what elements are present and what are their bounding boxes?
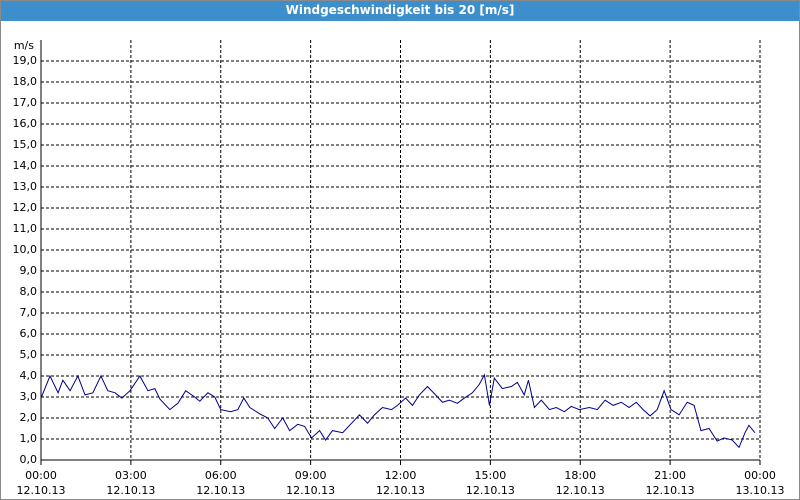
series-line [40, 373, 756, 449]
y-tick-label: 6,0 [20, 327, 38, 340]
y-tick-label: 1,0 [20, 432, 38, 445]
y-tick-label: 7,0 [20, 306, 38, 319]
x-tick-label: 03:00 12.10.13 [106, 469, 156, 497]
y-tick-label: 2,0 [20, 411, 38, 424]
x-tick-label: 21:00 12.10.13 [645, 469, 695, 497]
y-tick-label: 5,0 [20, 348, 38, 361]
y-tick-label: 17,0 [13, 96, 38, 109]
chart-title: Windgeschwindigkeit bis 20 [m/s] [0, 0, 800, 21]
y-tick-label: 18,0 [13, 75, 38, 88]
x-tick-label: 15:00 12.10.13 [465, 469, 515, 497]
y-tick-label: 13,0 [13, 180, 38, 193]
x-tick-label: 00:00 13.10.13 [735, 469, 785, 497]
y-tick-label: 4,0 [20, 369, 38, 382]
x-tick-label: 12:00 12.10.13 [376, 469, 425, 497]
y-tick-label: 15,0 [13, 138, 38, 151]
y-tick-label: 3,0 [20, 390, 38, 403]
x-tick-label: 00:00 12.10.13 [16, 469, 66, 497]
y-tick-label: 8,0 [20, 285, 38, 298]
y-tick-label: 12,0 [13, 201, 38, 214]
x-tick-label: 06:00 12.10.13 [196, 469, 246, 497]
y-tick-label: 11,0 [13, 222, 38, 235]
y-tick-label: 14,0 [13, 159, 38, 172]
y-tick-label: 0,0 [20, 453, 38, 466]
x-tick-label: 09:00 12.10.13 [286, 469, 336, 497]
y-tick-label: 19,0 [13, 54, 38, 67]
y-tick-label: 9,0 [20, 264, 38, 277]
y-tick-label: 10,0 [13, 243, 38, 256]
x-tick-label: 18:00 12.10.13 [555, 469, 605, 497]
y-axis-label: m/s [14, 39, 34, 52]
y-tick-label: 16,0 [13, 117, 38, 130]
